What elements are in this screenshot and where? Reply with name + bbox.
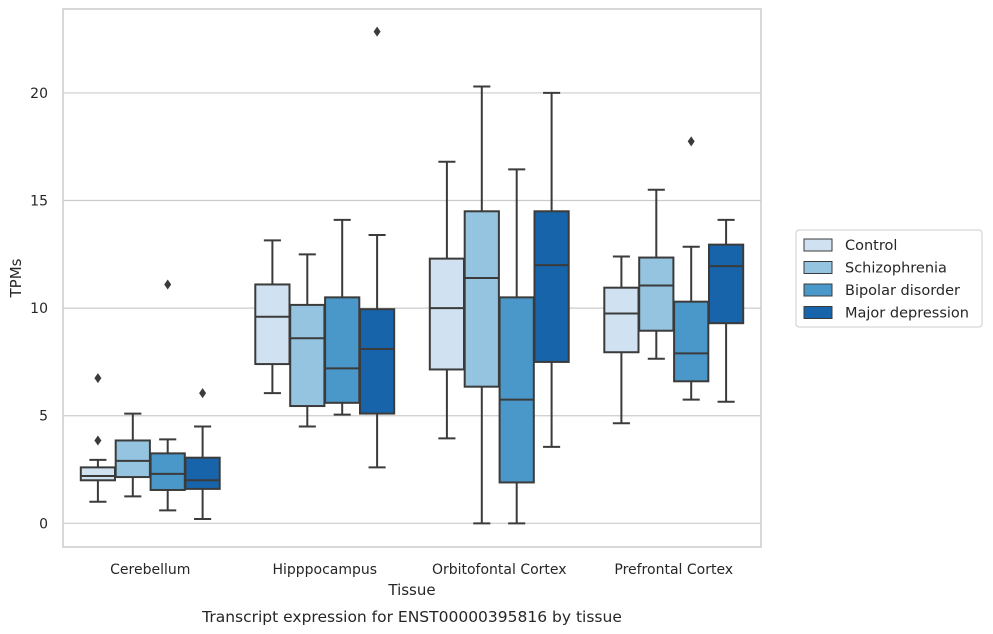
plot-frame xyxy=(62,8,762,548)
x-axis-label: Tissue xyxy=(387,581,435,599)
chart-caption: Transcript expression for ENST0000039581… xyxy=(201,608,622,626)
box xyxy=(707,218,745,403)
box-body xyxy=(533,210,570,363)
box-body xyxy=(707,243,745,325)
box xyxy=(428,160,466,440)
box xyxy=(498,168,535,525)
box-body xyxy=(324,296,361,404)
x-tick-label: Cerebellum xyxy=(110,562,190,578)
box xyxy=(358,26,396,469)
box-body xyxy=(289,303,326,408)
x-tick-label: Prefrontal Cortex xyxy=(614,562,733,578)
y-tick-labels: 0 5 10 15 20 xyxy=(30,86,48,532)
x-tick-label: Hipppocampus xyxy=(272,562,377,578)
y-tick-label: 0 xyxy=(39,516,48,532)
box-body xyxy=(463,210,500,388)
box-body xyxy=(673,300,710,383)
legend-label: Bipolar disorder xyxy=(845,283,960,299)
series-group xyxy=(79,160,640,503)
box xyxy=(603,255,640,425)
box-body xyxy=(358,308,396,415)
y-axis-label: TPMs xyxy=(7,258,25,298)
box-body xyxy=(638,256,675,332)
box-body xyxy=(184,456,221,490)
y-tick-label: 10 xyxy=(30,301,48,317)
x-tick-label: Orbitofontal Cortex xyxy=(432,562,567,578)
x-tick-labels: Cerebellum Hipppocampus Orbitofontal Corte… xyxy=(110,562,733,578)
outlier-marker xyxy=(373,26,381,37)
legend-swatch xyxy=(803,238,833,252)
outlier-marker xyxy=(164,279,172,290)
box-body xyxy=(498,296,535,484)
box-body xyxy=(603,286,640,354)
outlier-marker xyxy=(94,435,102,446)
outlier-marker xyxy=(687,136,695,147)
legend: Control Schizophrenia Bipolar disorder Majo… xyxy=(795,229,983,328)
box-body xyxy=(79,466,117,482)
box xyxy=(184,388,221,521)
box xyxy=(638,188,675,360)
y-tick-label: 5 xyxy=(39,409,48,425)
y-tick-label: 20 xyxy=(30,86,48,102)
legend-label: Major depression xyxy=(845,306,969,322)
outlier-marker xyxy=(199,388,207,399)
legend-swatch xyxy=(803,306,833,319)
box-body xyxy=(149,452,186,491)
box xyxy=(673,136,710,401)
legend-swatch xyxy=(803,283,833,297)
box xyxy=(114,412,151,498)
outlier-marker xyxy=(94,373,102,384)
legend-swatch xyxy=(803,261,833,274)
box-series xyxy=(79,26,745,525)
box-body xyxy=(254,283,291,366)
box-body xyxy=(428,257,466,371)
series-group xyxy=(114,85,675,525)
legend-label: Control xyxy=(845,238,897,254)
legend-label: Schizophrenia xyxy=(845,261,947,277)
series-group xyxy=(184,26,745,521)
box xyxy=(254,239,291,395)
box xyxy=(463,85,500,525)
box xyxy=(79,373,117,503)
box xyxy=(533,91,570,448)
y-tick-label: 15 xyxy=(30,194,48,210)
legend-frame xyxy=(795,229,983,328)
box-body xyxy=(114,439,151,479)
